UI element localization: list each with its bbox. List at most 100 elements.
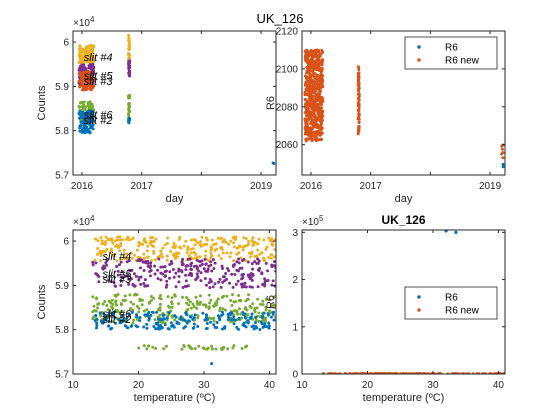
- data-point: [117, 317, 121, 321]
- data-point: [211, 285, 215, 289]
- legend-marker: [417, 58, 421, 62]
- y-tick-label: 5.8: [55, 126, 69, 137]
- data-point: [312, 64, 316, 68]
- x-tick-label: 40: [264, 380, 276, 391]
- data-point: [78, 55, 82, 59]
- data-point: [209, 260, 213, 264]
- data-point: [311, 100, 315, 104]
- data-point: [306, 61, 310, 65]
- data-point: [86, 73, 90, 77]
- data-point: [225, 251, 229, 255]
- data-point: [109, 247, 113, 251]
- data-point: [250, 285, 254, 289]
- data-point: [319, 119, 323, 123]
- data-point: [143, 284, 147, 288]
- data-point: [191, 326, 195, 330]
- x-tick-label: 2016: [300, 181, 323, 192]
- data-point: [312, 113, 316, 117]
- data-point: [317, 95, 321, 99]
- data-point: [232, 300, 236, 304]
- data-point: [187, 319, 191, 323]
- data-point: [132, 318, 136, 322]
- data-point: [186, 248, 190, 252]
- data-point: [127, 39, 131, 43]
- data-point: [220, 310, 224, 314]
- data-point: [307, 94, 311, 98]
- data-point: [233, 238, 237, 242]
- data-point: [258, 315, 262, 319]
- data-point: [267, 324, 271, 328]
- data-point: [155, 310, 159, 314]
- data-point: [319, 80, 323, 84]
- x-tick-label: 2019: [479, 181, 502, 192]
- data-point: [135, 248, 139, 252]
- data-point: [196, 241, 200, 245]
- axes-frame: [72, 30, 277, 176]
- data-point: [201, 303, 205, 307]
- legend-label: R6: [445, 293, 458, 304]
- axes-title: UK_126: [381, 213, 425, 227]
- x-tick-label: 10: [296, 380, 308, 391]
- series-yellow: [93, 235, 276, 263]
- data-point: [357, 104, 361, 108]
- data-point: [113, 321, 117, 325]
- data-point: [315, 74, 319, 78]
- data-point: [250, 312, 254, 316]
- y-tick-label: 5.8: [55, 325, 69, 336]
- data-point: [116, 292, 120, 296]
- legend-label: R6: [445, 43, 458, 54]
- data-point: [205, 322, 209, 326]
- y-axis-label: R6: [265, 295, 277, 309]
- data-point: [247, 239, 251, 243]
- axes-frame: [72, 229, 277, 375]
- data-point: [135, 325, 139, 329]
- data-point: [250, 325, 254, 329]
- data-point: [97, 280, 101, 284]
- data-point: [256, 242, 260, 246]
- data-point: [310, 66, 314, 70]
- data-point: [190, 251, 194, 255]
- data-point: [164, 274, 168, 278]
- data-point: [248, 285, 252, 289]
- data-point: [206, 267, 210, 271]
- data-point: [219, 285, 223, 289]
- y-tick-label: 2: [292, 275, 298, 286]
- data-point: [266, 279, 270, 283]
- data-point: [267, 326, 271, 330]
- data-point: [127, 312, 131, 316]
- data-point: [240, 273, 244, 277]
- data-point: [205, 327, 209, 331]
- data-point: [501, 162, 505, 166]
- data-point: [228, 281, 232, 285]
- data-point: [305, 93, 309, 97]
- data-point: [181, 257, 185, 261]
- data-point: [110, 320, 114, 324]
- data-point: [198, 294, 202, 298]
- data-point: [316, 113, 320, 117]
- series-yellow: [77, 33, 132, 65]
- data-point: [204, 313, 208, 317]
- data-point: [197, 344, 201, 348]
- data-point: [204, 283, 208, 287]
- data-point: [228, 311, 232, 315]
- y-tick-label: 6: [63, 237, 69, 248]
- data-point: [217, 280, 221, 284]
- data-point: [230, 303, 234, 307]
- data-point: [271, 312, 275, 316]
- data-point: [121, 238, 125, 242]
- data-point: [319, 76, 323, 80]
- data-point: [236, 246, 240, 250]
- data-point: [221, 266, 225, 270]
- data-point: [129, 300, 133, 304]
- data-point: [129, 307, 133, 311]
- data-point: [168, 276, 172, 280]
- data-point: [98, 251, 102, 255]
- data-point: [107, 278, 111, 282]
- data-point: [125, 260, 129, 264]
- data-point: [173, 318, 177, 322]
- data-point: [254, 318, 258, 322]
- data-point: [90, 58, 94, 62]
- data-point: [132, 302, 136, 306]
- data-point: [235, 268, 239, 272]
- data-point: [264, 308, 268, 312]
